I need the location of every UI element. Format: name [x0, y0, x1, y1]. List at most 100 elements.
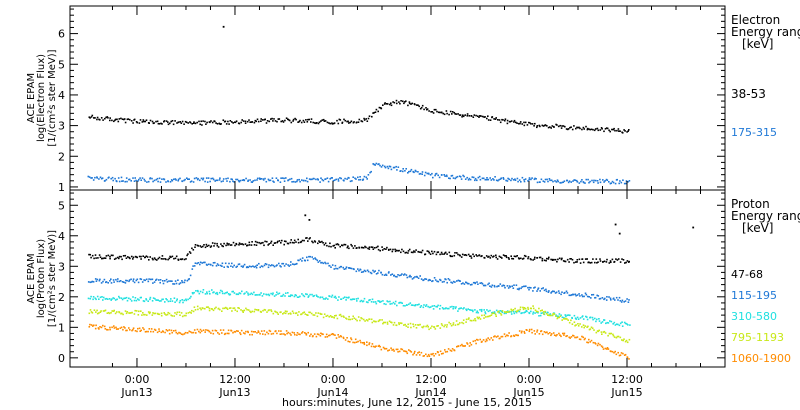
data-point: [146, 181, 148, 183]
data-point: [419, 306, 422, 308]
data-point: [177, 259, 180, 261]
data-point: [237, 293, 240, 296]
data-point: [234, 121, 237, 124]
data-point: [94, 327, 97, 330]
data-point: [527, 306, 529, 309]
data-point: [352, 315, 354, 318]
data-point: [599, 260, 602, 262]
data-point: [356, 300, 358, 302]
data-point: [155, 178, 158, 181]
data-point: [554, 180, 556, 182]
data-point: [502, 119, 504, 121]
data-point: [186, 177, 188, 179]
data-point: [459, 176, 462, 178]
data-point: [111, 310, 113, 312]
data-point: [373, 111, 375, 114]
data-point: [386, 300, 388, 302]
data-point: [198, 120, 200, 123]
data-point: [453, 349, 456, 352]
data-point: [377, 245, 379, 248]
data-point: [486, 117, 488, 120]
data-point: [93, 309, 96, 311]
data-point: [493, 255, 495, 257]
data-point: [321, 296, 324, 299]
data-point: [350, 337, 352, 339]
data-point: [204, 180, 206, 183]
data-point: [510, 120, 513, 122]
data-point: [393, 274, 395, 277]
data-point: [306, 256, 308, 259]
data-point: [105, 116, 107, 119]
data-point: [164, 331, 166, 334]
data-point: [407, 104, 409, 107]
data-point: [230, 244, 233, 246]
data-point: [191, 268, 194, 270]
data-point: [368, 343, 370, 346]
data-point: [499, 283, 502, 285]
data-point: [133, 299, 136, 302]
data-point: [253, 244, 256, 246]
data-point: [385, 303, 387, 306]
data-point: [434, 173, 437, 175]
data-point: [590, 326, 593, 329]
data-point: [118, 297, 121, 299]
data-point: [441, 253, 443, 255]
data-point: [273, 295, 276, 297]
data-point: [569, 126, 571, 129]
data-point: [457, 253, 459, 256]
data-point: [106, 312, 109, 314]
data-point: [126, 299, 129, 302]
data-point: [286, 332, 288, 335]
data-point: [148, 328, 151, 330]
data-point: [116, 298, 118, 301]
data-point: [99, 311, 102, 313]
data-point: [113, 327, 116, 329]
data-point: [173, 257, 175, 260]
data-point: [356, 319, 358, 322]
data-point: [390, 104, 393, 107]
data-point: [247, 331, 249, 334]
data-point: [305, 334, 308, 336]
data-point: [599, 181, 602, 184]
data-point: [555, 314, 557, 316]
data-point: [623, 182, 626, 185]
data-point: [423, 304, 425, 306]
data-point: [367, 174, 370, 176]
data-point: [298, 259, 300, 262]
data-point: [422, 279, 425, 281]
data-point: [220, 180, 223, 183]
data-point: [91, 312, 94, 314]
data-point: [238, 263, 241, 265]
data-point: [367, 301, 369, 304]
data-point: [163, 120, 166, 122]
data-point: [372, 112, 374, 114]
data-point: [116, 118, 118, 121]
data-point: [568, 261, 570, 263]
data-point: [310, 312, 313, 315]
data-point: [419, 275, 421, 277]
data-point: [577, 323, 579, 325]
data-point: [212, 332, 215, 335]
data-point: [249, 293, 251, 296]
data-point: [283, 177, 285, 180]
data-point: [228, 262, 230, 265]
data-point: [428, 252, 431, 254]
data-point: [258, 177, 261, 179]
data-point: [583, 295, 585, 298]
data-point: [541, 259, 544, 262]
data-point: [527, 257, 529, 260]
data-point: [260, 120, 262, 122]
data-point: [388, 349, 391, 351]
data-point: [479, 338, 481, 341]
data-point: [444, 278, 446, 280]
data-point: [224, 306, 227, 309]
data-point: [404, 101, 406, 103]
data-point: [254, 179, 256, 182]
data-point: [88, 176, 91, 178]
data-point: [565, 335, 567, 338]
data-point: [132, 280, 134, 282]
data-point: [426, 172, 429, 175]
data-point: [452, 323, 454, 326]
data-point: [229, 293, 232, 296]
data-point: [513, 121, 515, 123]
